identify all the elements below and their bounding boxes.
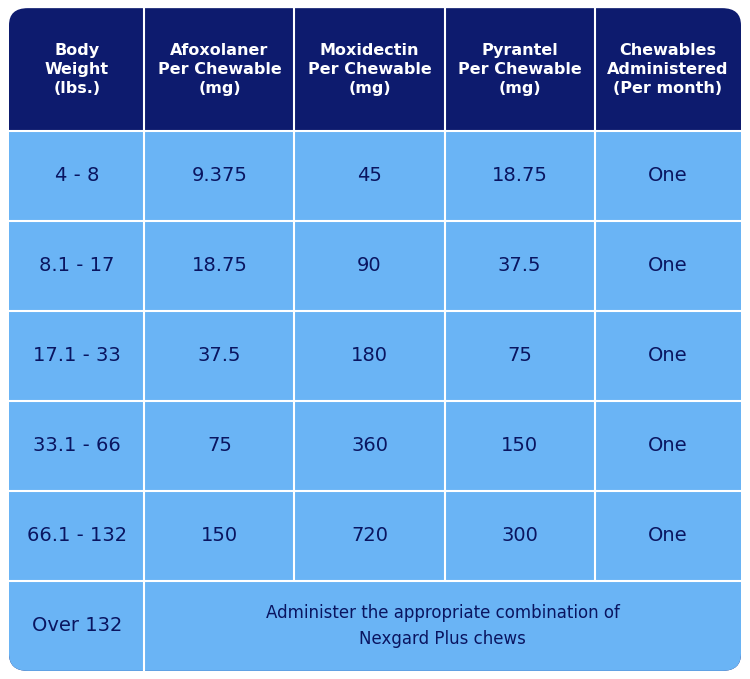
Text: 18.75: 18.75: [191, 256, 248, 275]
Text: 45: 45: [357, 166, 382, 185]
Text: 180: 180: [351, 346, 388, 365]
Text: One: One: [648, 526, 688, 545]
Text: 66.1 - 132: 66.1 - 132: [27, 526, 127, 545]
Text: 300: 300: [501, 526, 538, 545]
FancyBboxPatch shape: [9, 131, 741, 671]
Text: One: One: [648, 437, 688, 456]
Bar: [9, 131, 741, 151]
Text: Afoxolaner
Per Chewable
(mg): Afoxolaner Per Chewable (mg): [158, 43, 281, 96]
Text: 90: 90: [357, 256, 382, 275]
Text: 360: 360: [351, 437, 388, 456]
Text: Over 132: Over 132: [32, 617, 122, 636]
Text: One: One: [648, 346, 688, 365]
Text: 9.375: 9.375: [191, 166, 248, 185]
Text: 75: 75: [507, 346, 532, 365]
Text: Body
Weight
(lbs.): Body Weight (lbs.): [45, 43, 109, 96]
Text: Chewables
Administered
(Per month): Chewables Administered (Per month): [607, 43, 728, 96]
Text: Administer the appropriate combination of
Nexgard Plus chews: Administer the appropriate combination o…: [266, 604, 620, 648]
Text: Pyrantel
Per Chewable
(mg): Pyrantel Per Chewable (mg): [458, 43, 581, 96]
Text: 720: 720: [351, 526, 388, 545]
Text: 4 - 8: 4 - 8: [55, 166, 99, 185]
Text: Moxidectin
Per Chewable
(mg): Moxidectin Per Chewable (mg): [308, 43, 431, 96]
Text: 33.1 - 66: 33.1 - 66: [33, 437, 121, 456]
Text: 75: 75: [207, 437, 232, 456]
Text: 150: 150: [501, 437, 538, 456]
FancyBboxPatch shape: [9, 8, 741, 671]
Text: 8.1 - 17: 8.1 - 17: [39, 256, 115, 275]
Text: 37.5: 37.5: [198, 346, 242, 365]
Text: 18.75: 18.75: [492, 166, 548, 185]
Text: One: One: [648, 256, 688, 275]
Text: 17.1 - 33: 17.1 - 33: [33, 346, 121, 365]
Text: 37.5: 37.5: [498, 256, 542, 275]
Text: 150: 150: [201, 526, 238, 545]
Text: One: One: [648, 166, 688, 185]
